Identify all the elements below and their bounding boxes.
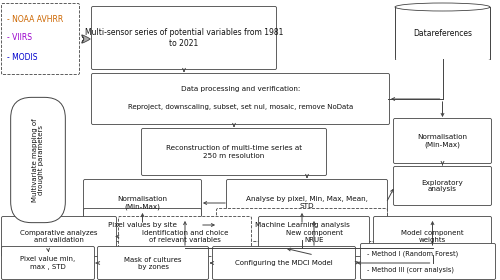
Text: - MODIS: - MODIS xyxy=(7,53,38,62)
Text: New component
NRUE: New component NRUE xyxy=(286,230,343,243)
FancyBboxPatch shape xyxy=(118,216,252,256)
FancyBboxPatch shape xyxy=(216,209,388,241)
Text: Pixel values by site: Pixel values by site xyxy=(108,222,177,228)
FancyBboxPatch shape xyxy=(212,246,356,279)
Text: - VIIRS: - VIIRS xyxy=(7,34,32,43)
Text: Normalisation
(Min-Max): Normalisation (Min-Max) xyxy=(118,196,168,210)
Bar xyxy=(395,7,490,59)
Text: Multi-sensor series of potential variables from 1981
to 2021: Multi-sensor series of potential variabl… xyxy=(85,28,283,48)
Text: Reconstruction of multi-time series at
250 m resolution: Reconstruction of multi-time series at 2… xyxy=(166,146,302,158)
FancyBboxPatch shape xyxy=(92,6,276,69)
Text: Datareferences: Datareferences xyxy=(413,29,472,38)
FancyBboxPatch shape xyxy=(84,179,202,227)
FancyBboxPatch shape xyxy=(394,118,492,164)
Text: - NOAA AVHRR: - NOAA AVHRR xyxy=(7,15,63,24)
Text: Multivariate mapping of
drought parameters: Multivariate mapping of drought paramete… xyxy=(32,118,44,202)
Text: Comparative analyzes
and validation: Comparative analyzes and validation xyxy=(20,230,98,243)
Text: Configuring the MDCI Model: Configuring the MDCI Model xyxy=(235,260,333,266)
Text: Identification and choice
of relevant variables: Identification and choice of relevant va… xyxy=(142,230,228,243)
Text: Machine Learning analysis: Machine Learning analysis xyxy=(254,222,350,228)
FancyBboxPatch shape xyxy=(2,246,94,279)
Text: Reproject, downscaling, subset, set nul, mosaic, remove NoData: Reproject, downscaling, subset, set nul,… xyxy=(128,104,353,110)
Text: Mask of cultures
by zones: Mask of cultures by zones xyxy=(124,256,182,269)
Text: - Method III (corr analysis): - Method III (corr analysis) xyxy=(367,266,454,273)
FancyBboxPatch shape xyxy=(374,216,492,256)
Ellipse shape xyxy=(395,55,490,63)
Text: Data processing and verification:: Data processing and verification: xyxy=(181,86,300,92)
Ellipse shape xyxy=(395,3,490,11)
FancyBboxPatch shape xyxy=(2,4,80,74)
FancyBboxPatch shape xyxy=(226,179,388,227)
FancyBboxPatch shape xyxy=(2,216,116,256)
FancyBboxPatch shape xyxy=(258,216,370,256)
Text: Normalisation
(Min-Max): Normalisation (Min-Max) xyxy=(418,134,468,148)
FancyBboxPatch shape xyxy=(84,209,202,241)
FancyBboxPatch shape xyxy=(142,129,326,176)
Text: Analyse by pixel, Min, Max, Mean,
STD: Analyse by pixel, Min, Max, Mean, STD xyxy=(246,197,368,209)
Text: Exploratory
analysis: Exploratory analysis xyxy=(422,179,464,193)
Text: Pixel value min,
max , STD: Pixel value min, max , STD xyxy=(20,256,76,269)
FancyBboxPatch shape xyxy=(394,167,492,206)
Text: - Method I (Random Forest): - Method I (Random Forest) xyxy=(367,250,458,257)
Text: Model component
weights: Model component weights xyxy=(401,230,464,243)
FancyBboxPatch shape xyxy=(360,244,496,279)
FancyBboxPatch shape xyxy=(98,246,208,279)
FancyBboxPatch shape xyxy=(92,74,390,125)
